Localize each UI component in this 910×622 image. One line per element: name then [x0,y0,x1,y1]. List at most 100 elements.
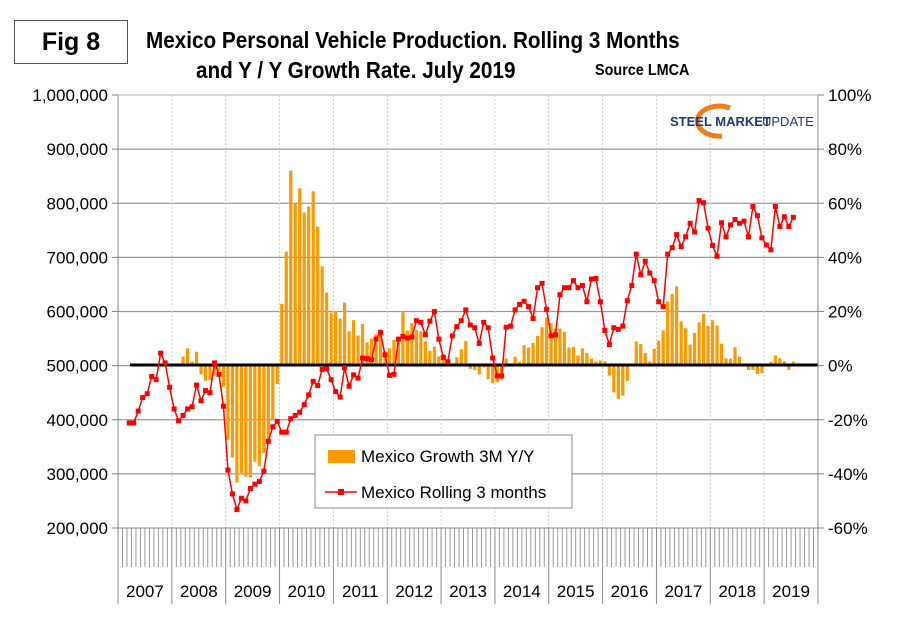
rolling-line-point [144,391,150,397]
growth-bar [598,360,602,366]
growth-bar [728,358,733,366]
growth-bar [374,334,378,366]
rolling-line-point [781,214,787,220]
rolling-line-point [404,335,410,341]
growth-bar [670,293,674,366]
x-axis-year-label: 2014 [503,582,541,601]
growth-bar [589,358,593,366]
left-axis-tick-label: 600,000 [47,303,108,322]
rolling-line-point [593,275,599,281]
growth-bar [760,365,764,373]
rolling-line-point [512,307,518,313]
growth-bar [365,342,369,366]
rolling-line-point [234,507,240,513]
rolling-line-point [772,203,778,209]
growth-bar [329,312,333,366]
growth-bar [280,303,284,366]
rolling-line-point [301,402,307,408]
left-axis-tick-label: 500,000 [47,357,108,376]
growth-bar [540,327,544,366]
rolling-line-point [346,383,352,389]
x-axis-year-label: 2016 [611,582,649,601]
growth-bar [356,335,360,366]
growth-bar [387,348,392,366]
growth-bar [203,365,208,381]
growth-bar [221,365,226,387]
growth-bar [486,365,490,380]
growth-bar [230,365,235,458]
growth-bar [343,302,347,366]
rolling-line-point [288,416,294,422]
rolling-line-point [167,384,173,390]
x-axis-year-label: 2015 [557,582,595,601]
rolling-line-point [490,355,496,361]
rolling-line-point [337,394,343,400]
rolling-line-point [310,378,316,384]
rolling-line-point [131,420,137,426]
rolling-line-point [413,318,419,324]
growth-bar [755,365,760,375]
growth-bar [239,365,243,473]
rolling-line-point [171,406,177,412]
growth-bar [284,251,288,366]
growth-bar [459,349,463,366]
growth-bar [477,365,481,375]
rolling-line-point [400,333,406,339]
rolling-line-point [220,403,226,409]
rolling-line-point [185,406,191,412]
rolling-line-point [615,326,621,332]
growth-bar [719,343,724,366]
rolling-line-point [140,395,146,401]
rolling-line-point [503,324,509,330]
rolling-line-point [369,357,375,363]
growth-bar [526,347,531,366]
x-axis-year-label: 2009 [234,582,272,601]
rolling-line-point [265,438,271,444]
rolling-line-point [149,373,155,379]
left-axis-tick-label: 1,000,000 [32,86,108,105]
rolling-line-point [754,213,760,219]
growth-bar [226,365,230,440]
growth-bar [419,331,423,366]
growth-bar [576,355,580,366]
growth-bar [535,335,540,366]
growth-bar [338,318,342,366]
rolling-line-point [714,253,720,259]
growth-bar [697,322,701,366]
growth-bar [347,331,351,366]
growth-bar [746,365,751,370]
rolling-line-point [494,373,500,379]
rolling-line-point [651,278,657,284]
rolling-line-point [467,322,473,328]
growth-bar [603,361,607,366]
x-axis-year-label: 2013 [449,582,487,601]
rolling-line-point [763,242,769,248]
growth-bar [392,339,396,366]
rolling-line-point [660,304,666,310]
rolling-line-point [324,366,330,372]
rolling-line-point [588,276,594,282]
rolling-line-point [229,491,235,497]
growth-bar [549,323,553,366]
growth-bar [302,212,306,366]
growth-bar [410,323,414,366]
growth-bar [558,328,562,366]
rolling-line-point [719,220,725,226]
rolling-line-point [629,283,635,289]
rolling-line-point [674,232,680,238]
rolling-line-point [355,375,361,381]
rolling-line-point [759,235,765,241]
rolling-line-point [642,258,648,264]
rolling-line-point [647,270,653,276]
growth-bar [544,317,549,366]
rolling-line-point [180,412,186,418]
rolling-line-point [517,301,523,307]
rolling-line-point [696,198,702,204]
rolling-line-point [561,285,567,291]
rolling-line-point [521,298,527,304]
growth-bar [715,325,719,366]
growth-bar [706,325,710,366]
growth-bar [701,313,706,366]
growth-bar [432,346,436,366]
rolling-line-point [665,251,671,257]
